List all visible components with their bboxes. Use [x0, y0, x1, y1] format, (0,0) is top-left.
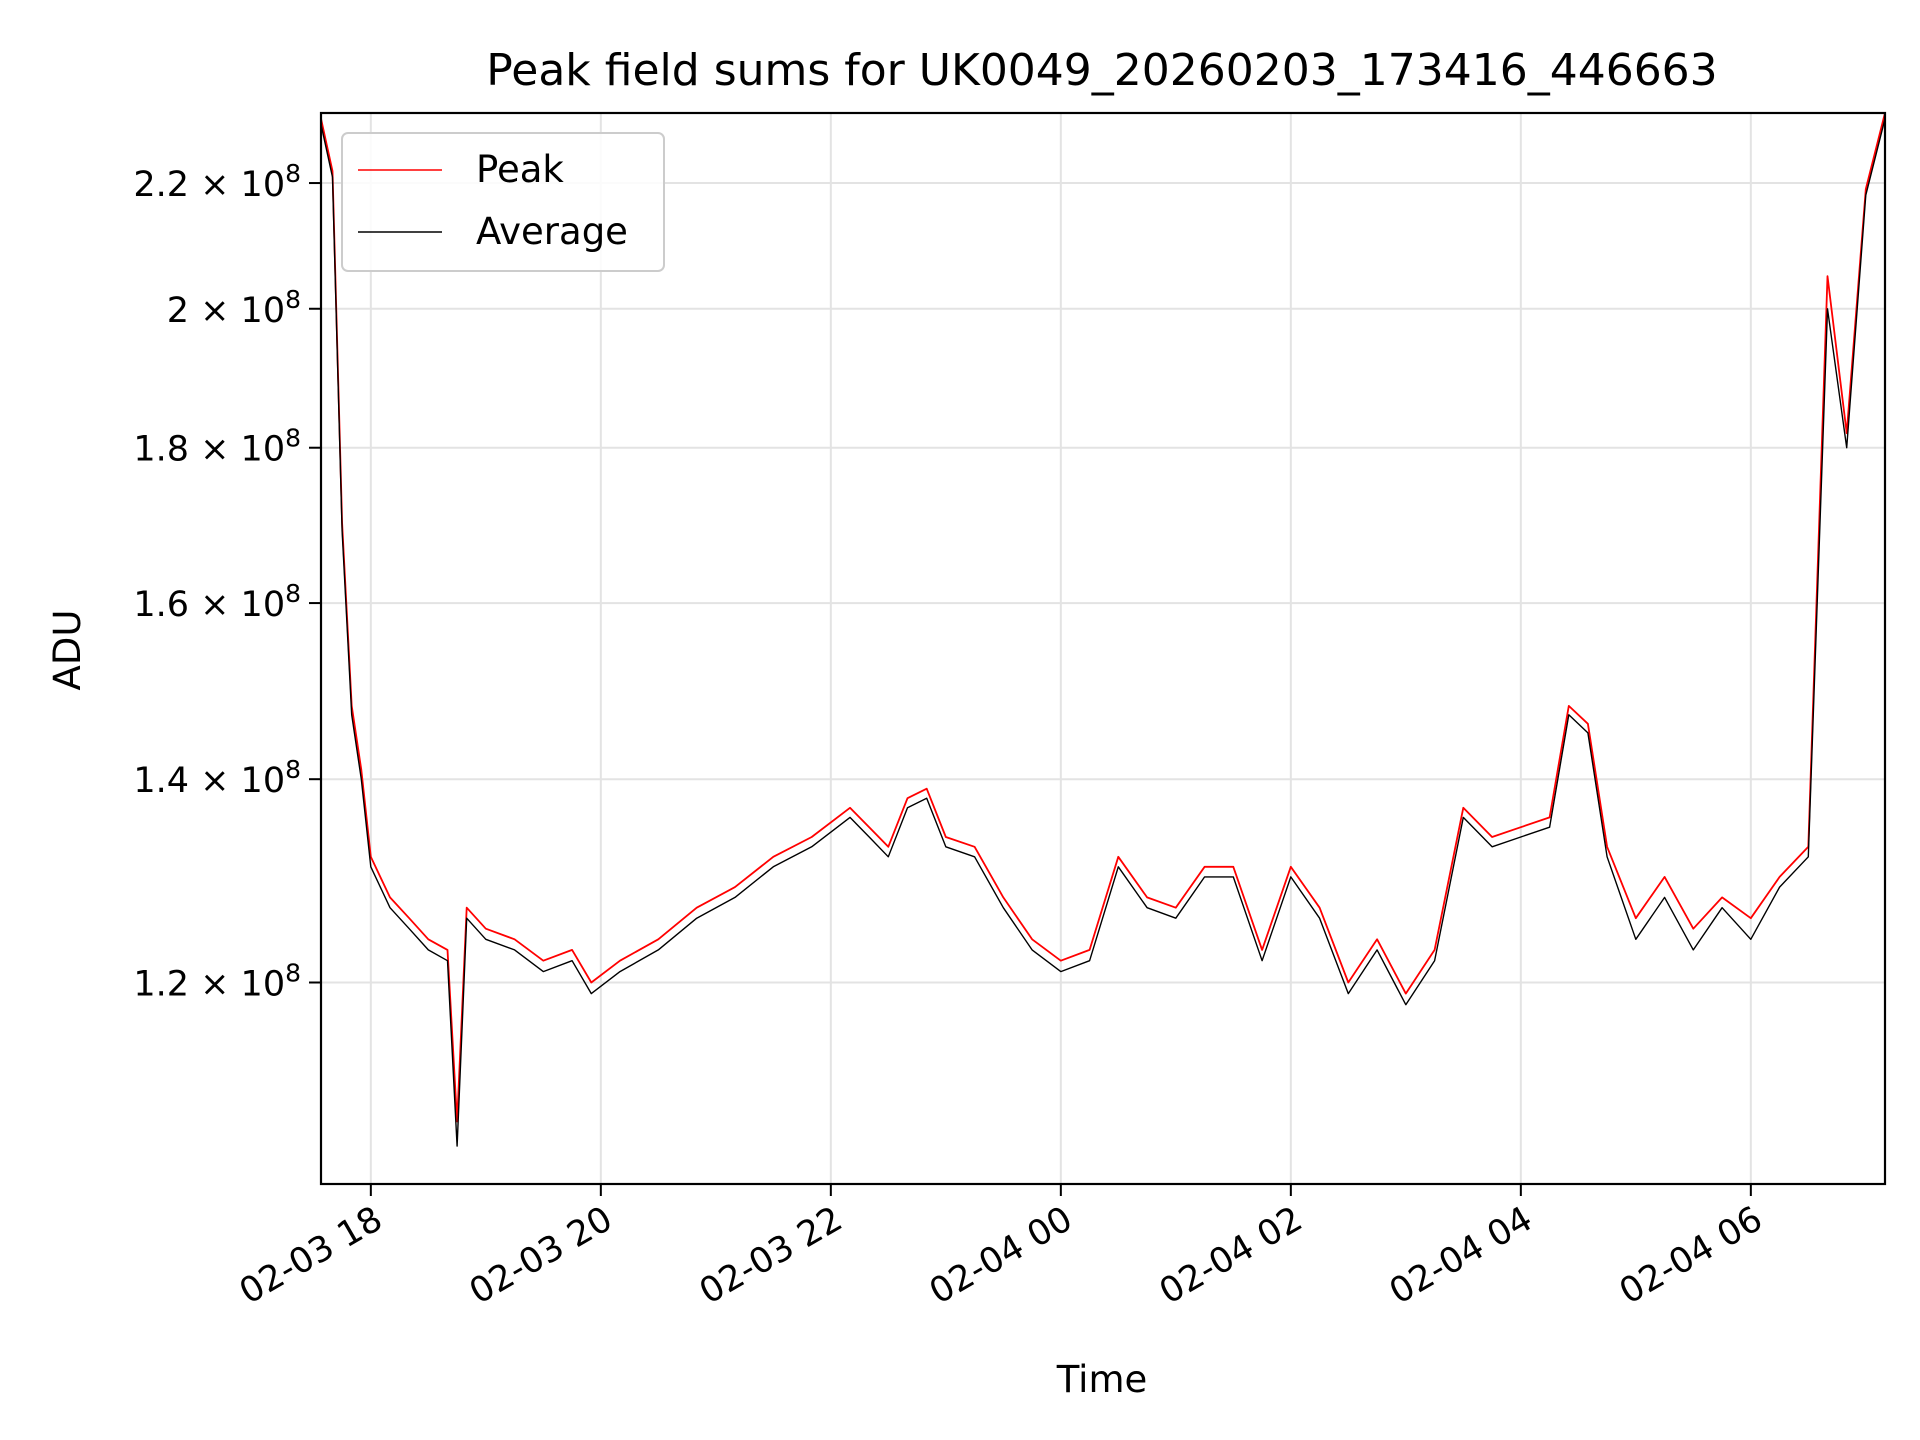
y-tick-exponent: 8 — [285, 579, 301, 608]
y-tick-label: 2.2 × 108 — [133, 159, 301, 205]
y-tick-exponent: 8 — [285, 159, 301, 188]
series-line-peak — [320, 112, 1886, 1123]
grid — [321, 113, 1885, 1184]
y-tick-label: 1.6 × 108 — [133, 579, 301, 625]
series-layer — [320, 112, 1886, 1147]
y-tick-mantissa: 2.2 × 10 — [133, 165, 285, 205]
legend-box — [341, 132, 665, 272]
y-tick-exponent: 8 — [285, 285, 301, 314]
y-tick-exponent: 8 — [285, 755, 301, 784]
y-tick-label: 1.2 × 108 — [133, 959, 301, 1005]
legend-label-average: Average — [476, 210, 628, 253]
series-line-average — [320, 118, 1886, 1147]
y-tick-mantissa: 1.6 × 10 — [133, 585, 285, 625]
y-axis-label: ADU — [46, 610, 89, 691]
y-tick-mantissa: 1.4 × 10 — [133, 761, 285, 801]
legend-label-peak: Peak — [476, 148, 564, 191]
y-tick-exponent: 8 — [285, 959, 301, 988]
y-tick-label: 2 × 108 — [167, 285, 301, 331]
y-tick-mantissa: 1.8 × 10 — [133, 430, 285, 470]
y-tick-exponent: 8 — [285, 424, 301, 453]
y-tick-label: 1.4 × 108 — [133, 755, 301, 801]
y-tick-label: 1.8 × 108 — [133, 424, 301, 470]
legend: Peak Average — [341, 132, 665, 272]
chart-title: Peak field sums for UK0049_20260203_1734… — [486, 45, 1717, 96]
y-tick-mantissa: 1.2 × 10 — [133, 965, 285, 1005]
x-axis-label: Time — [1056, 1358, 1148, 1401]
y-tick-mantissa: 2 × 10 — [167, 291, 285, 331]
plot-frame — [319, 111, 1887, 1186]
